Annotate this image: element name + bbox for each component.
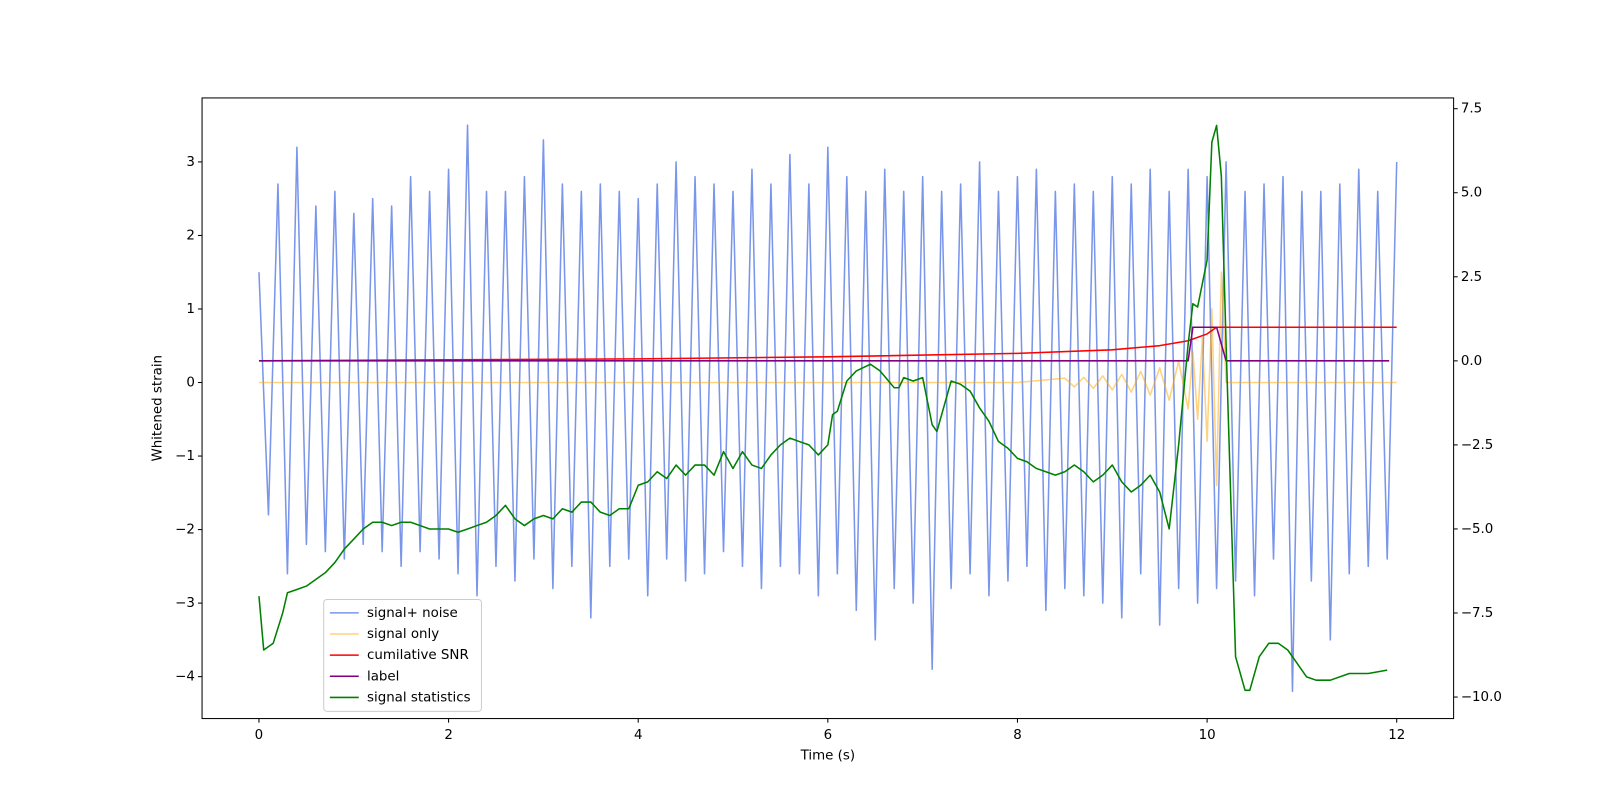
y-tick-label: 0: [186, 376, 195, 391]
x-tick-label: 8: [1013, 728, 1022, 743]
legend-label: cumilative SNR: [367, 648, 469, 663]
y2-tick-label: −5.0: [1461, 522, 1494, 537]
legend-label: label: [367, 669, 399, 684]
series-line: [258, 326, 1390, 362]
legend-label: signal+ noise: [367, 606, 458, 621]
y2-tick-label: −10.0: [1461, 690, 1502, 705]
series-line: [258, 124, 1398, 693]
y2-tick-label: 7.5: [1461, 102, 1482, 117]
y2-tick-label: 2.5: [1461, 270, 1482, 285]
x-axis-label: Time (s): [800, 749, 855, 764]
y-tick-label: −4: [175, 670, 195, 685]
x-tick-label: 2: [444, 728, 453, 743]
legend: signal+ noise signal only cumilative SNR la…: [323, 598, 482, 712]
y-axis-label: Whitened strain: [151, 355, 166, 462]
y-tick-label: −3: [175, 596, 195, 611]
x-tick-label: 10: [1199, 728, 1216, 743]
y-tick-label: −2: [175, 523, 195, 538]
x-tick-label: 4: [634, 728, 643, 743]
y-tick-label: 2: [186, 228, 195, 243]
y2-tick-label: −7.5: [1461, 606, 1494, 621]
y2-tick-label: 0.0: [1461, 354, 1482, 369]
legend-label: signal only: [367, 627, 439, 642]
series-line: [258, 124, 1388, 692]
y2-tick-label: 5.0: [1461, 186, 1482, 201]
x-tick-label: 12: [1388, 728, 1405, 743]
series-line: [258, 271, 1397, 487]
y2-tick-label: −2.5: [1461, 438, 1494, 453]
legend-label: signal statistics: [367, 690, 471, 705]
x-tick-label: 0: [255, 728, 264, 743]
y-tick-label: 1: [186, 302, 195, 317]
series-line: [258, 326, 1397, 362]
legend-box: [323, 598, 482, 712]
y-tick-label: −1: [175, 449, 195, 464]
y-tick-label: 3: [186, 155, 195, 170]
x-tick-label: 6: [824, 728, 833, 743]
